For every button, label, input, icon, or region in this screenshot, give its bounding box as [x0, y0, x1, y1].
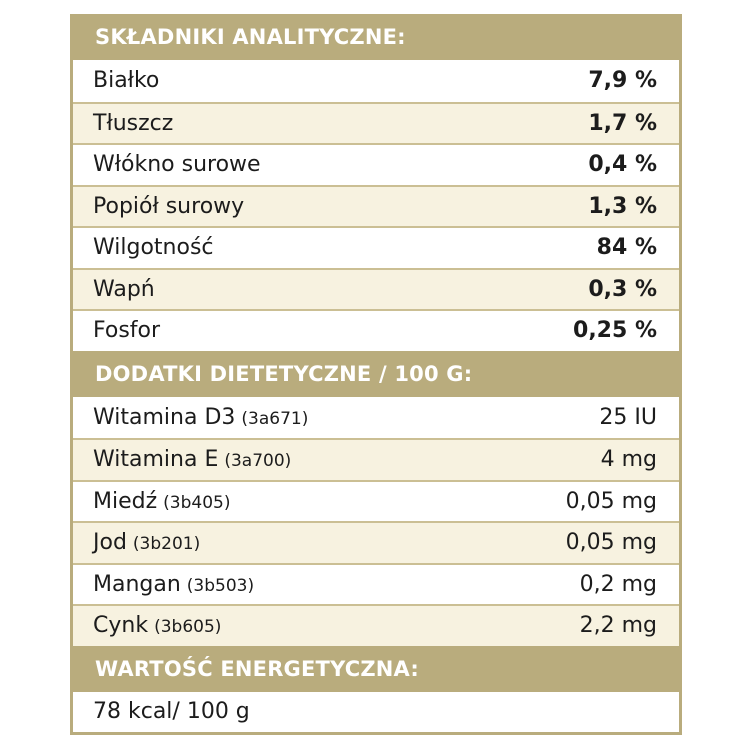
row-value: 0,2 mg — [579, 571, 657, 597]
row-label-group: Miedź (3b405) — [93, 489, 230, 514]
row-value: 1,7 % — [588, 110, 657, 136]
row-value: 25 IU — [599, 404, 657, 430]
row-value: 84 % — [596, 235, 657, 261]
row-label: Miedź — [93, 488, 158, 514]
additive-code: (3b405) — [163, 492, 231, 513]
additive-code: (3a700) — [224, 451, 292, 472]
row-label-group: Cynk (3b605) — [93, 613, 221, 638]
energy-value-row: 78 kcal/ 100 g — [73, 691, 679, 735]
additive-code: (3b201) — [132, 534, 201, 555]
additive-row-vitamin-e: Witamina E (3a700) 4 mg — [73, 438, 679, 480]
row-label-group: Witamina D3 (3a671) — [93, 405, 308, 430]
analytic-row-calcium: Wapń 0,3 % — [73, 267, 679, 309]
row-label-group: Jod (3b201) — [93, 530, 200, 555]
analytic-row-fat: Tłuszcz 1,7 % — [73, 101, 679, 143]
row-label: Wilgotność — [93, 235, 214, 261]
row-value: 0,05 mg — [565, 530, 657, 556]
analytic-row-phosphorus: Fosfor 0,25 % — [73, 309, 679, 351]
row-value: 2,2 mg — [579, 613, 657, 639]
row-value: 0,3 % — [588, 276, 657, 302]
row-label: Witamina E — [93, 447, 219, 473]
row-value: 4 mg — [600, 447, 657, 473]
row-value: 1,3 % — [588, 193, 657, 219]
row-label-group: Mangan (3b503) — [93, 572, 254, 597]
energy-header: WARTOŚĆ ENERGETYCZNA: — [73, 645, 679, 692]
analytic-header: SKŁADNIKI ANALITYCZNE: — [73, 14, 679, 60]
additives-header: DODATKI DIETETYCZNE / 100 G: — [73, 350, 679, 397]
row-value: 0,05 mg — [565, 488, 657, 514]
analytic-row-protein: Białko 7,9 % — [73, 60, 679, 102]
energy-value: 78 kcal/ 100 g — [93, 699, 250, 724]
row-value: 0,25 % — [573, 318, 657, 344]
nutrition-table: SKŁADNIKI ANALITYCZNE: Białko 7,9 % Tłus… — [70, 14, 682, 735]
analytic-row-ash: Popiół surowy 1,3 % — [73, 184, 679, 226]
row-label: Fosfor — [93, 318, 161, 344]
additive-code: (3b605) — [154, 617, 222, 638]
additive-row-zinc: Cynk (3b605) 2,2 mg — [73, 604, 679, 646]
row-label: Białko — [93, 68, 160, 94]
row-label: Cynk — [93, 613, 149, 639]
additive-code: (3a671) — [241, 408, 309, 429]
row-label: Włókno surowe — [93, 152, 261, 178]
analytic-row-moisture: Wilgotność 84 % — [73, 226, 679, 268]
row-label-group: Witamina E (3a700) — [93, 447, 291, 472]
row-value: 7,9 % — [588, 68, 657, 94]
row-label: Mangan — [93, 571, 181, 597]
additive-row-vitamin-d3: Witamina D3 (3a671) 25 IU — [73, 396, 679, 438]
row-label: Jod — [93, 530, 127, 556]
row-label: Wapń — [93, 276, 155, 302]
analytic-row-fibre: Włókno surowe 0,4 % — [73, 143, 679, 185]
additive-code: (3b503) — [186, 575, 255, 596]
row-value: 0,4 % — [588, 152, 657, 178]
additive-row-copper: Miedź (3b405) 0,05 mg — [73, 479, 679, 521]
row-label: Tłuszcz — [93, 110, 174, 136]
additive-row-iodine: Jod (3b201) 0,05 mg — [73, 521, 679, 563]
row-label: Popiół surowy — [93, 193, 245, 219]
additive-row-manganese: Mangan (3b503) 0,2 mg — [73, 562, 679, 604]
row-label: Witamina D3 — [93, 404, 236, 430]
